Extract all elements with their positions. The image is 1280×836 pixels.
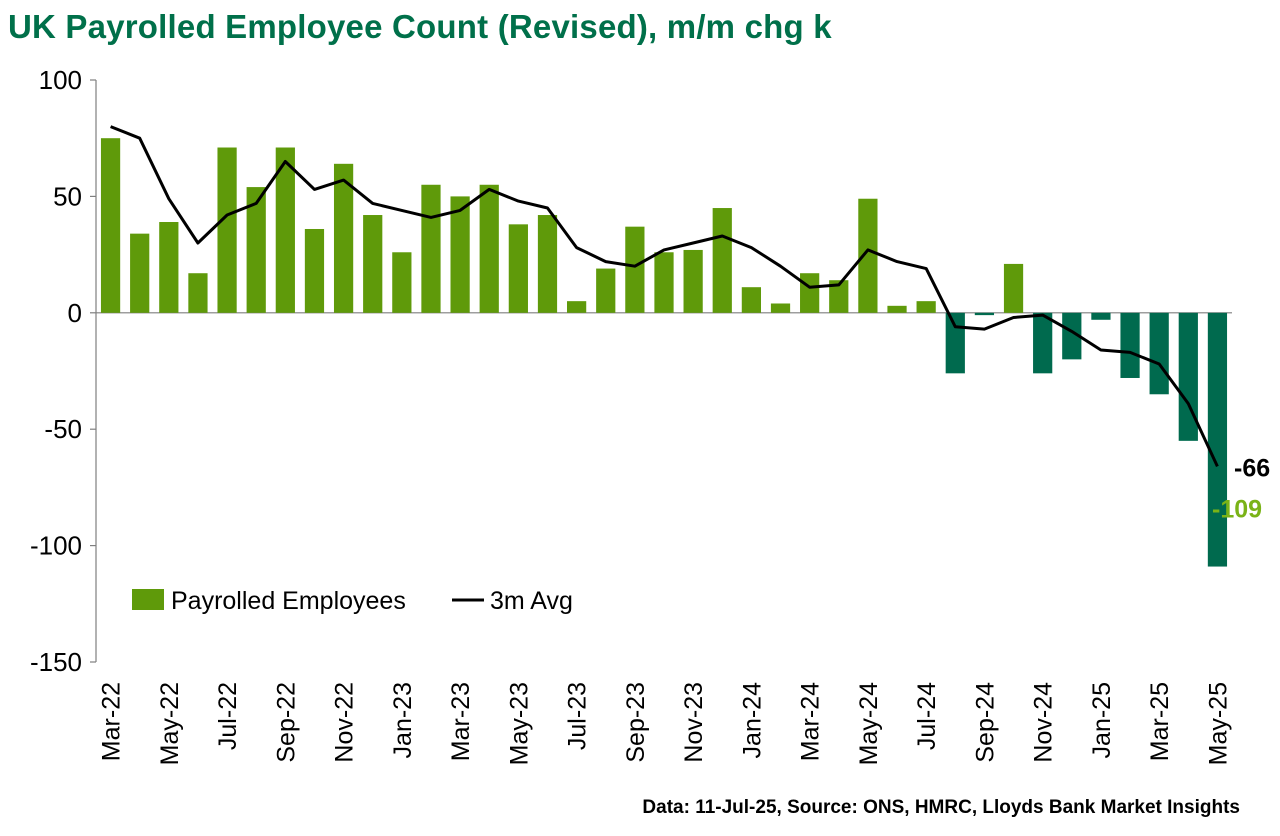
- bar-Aug-22: [246, 187, 266, 313]
- x-tick-label: Jul-24: [913, 682, 941, 750]
- bar-Mar-24: [800, 273, 820, 313]
- x-tick-label: Mar-24: [797, 682, 825, 761]
- x-tick-label: Nov-23: [680, 682, 708, 763]
- bar-Feb-23: [421, 184, 441, 313]
- x-tick-label: May-24: [855, 682, 883, 765]
- bar-Dec-24: [1062, 312, 1082, 360]
- bar-May-23: [508, 224, 528, 313]
- bar-Sep-22: [275, 147, 295, 313]
- bar-Dec-22: [363, 215, 383, 313]
- bar-series: [100, 138, 1228, 567]
- bar-May-25: [1207, 312, 1228, 567]
- chart-title: UK Payrolled Employee Count (Revised), m…: [8, 8, 832, 45]
- x-tick-label: Jul-23: [564, 682, 592, 750]
- x-tick-label: Jul-22: [214, 682, 242, 750]
- bar-Jun-24: [887, 305, 907, 313]
- x-tick-label: Mar-23: [447, 682, 475, 761]
- x-tick-label: May-22: [156, 682, 184, 765]
- end-label-payrolled: -109: [1212, 496, 1262, 524]
- bar-Jul-22: [217, 147, 237, 313]
- x-tick-label: Sep-23: [622, 682, 650, 763]
- bar-Oct-22: [304, 228, 325, 313]
- bar-Oct-24: [1003, 263, 1024, 313]
- bar-Mar-23: [450, 196, 470, 313]
- bar-Jan-23: [392, 252, 412, 313]
- x-tick-label: Mar-22: [98, 682, 126, 761]
- bar-Nov-22: [333, 163, 354, 313]
- bar-Apr-25: [1178, 312, 1198, 441]
- x-tick-label: May-25: [1204, 682, 1232, 765]
- bar-Jul-24: [916, 301, 936, 313]
- legend-bar-label: Payrolled Employees: [171, 587, 406, 615]
- bar-Feb-25: [1120, 312, 1140, 378]
- y-tick-label: 0: [68, 298, 82, 328]
- y-tick-label: 50: [53, 181, 82, 211]
- x-tick-label: Sep-24: [971, 682, 999, 763]
- bar-Jan-25: [1091, 312, 1111, 320]
- x-tick-label: May-23: [505, 682, 533, 765]
- bar-Nov-23: [683, 249, 703, 313]
- bar-May-24: [858, 198, 878, 313]
- bar-Jun-22: [188, 273, 208, 313]
- bar-Apr-22: [130, 233, 150, 313]
- bar-Jun-23: [537, 215, 558, 313]
- source-note: Data: 11-Jul-25, Source: ONS, HMRC, Lloy…: [642, 797, 1240, 818]
- x-tick-label: Nov-22: [331, 682, 359, 763]
- bar-Jan-24: [741, 287, 761, 313]
- x-tick-label: Sep-22: [272, 682, 300, 763]
- y-tick-label: -50: [44, 414, 82, 444]
- bar-Mar-22: [100, 138, 121, 313]
- bar-Nov-24: [1033, 312, 1053, 374]
- y-tick-label: -150: [30, 647, 82, 677]
- bar-Apr-23: [479, 184, 499, 313]
- legend-line-label: 3m Avg: [490, 587, 573, 615]
- bar-Jul-23: [567, 301, 587, 313]
- x-tick-label: Nov-24: [1030, 682, 1058, 763]
- x-tick-label: Jan-24: [738, 682, 766, 759]
- bar-May-22: [159, 222, 179, 313]
- bar-Aug-24: [945, 312, 965, 374]
- y-tick-label: -100: [30, 531, 82, 561]
- bar-Apr-24: [829, 280, 849, 313]
- end-labels: -66 -109: [1212, 454, 1270, 523]
- bar-Sep-23: [625, 226, 645, 313]
- bar-Feb-24: [770, 303, 791, 313]
- chart-legend: Payrolled Employees 3m Avg: [132, 587, 573, 615]
- x-tick-label: Mar-25: [1146, 682, 1174, 761]
- x-tick-label: Jan-25: [1088, 682, 1116, 758]
- bar-Sep-24: [974, 312, 995, 316]
- bar-Mar-25: [1149, 312, 1169, 395]
- x-tick-label: Jan-23: [389, 682, 417, 758]
- bar-Aug-23: [596, 268, 616, 313]
- line-series: [110, 125, 1219, 468]
- bar-Dec-23: [712, 208, 732, 313]
- chart-axes: 100 50 0 -50 -100 -150 Mar-22 May-22 Jul-22 Sep-2…: [30, 65, 1232, 765]
- legend-bar-swatch: [132, 589, 164, 610]
- y-tick-label: 100: [39, 65, 82, 95]
- bar-Oct-23: [654, 252, 674, 313]
- end-label-3m-avg: -66: [1234, 454, 1270, 482]
- line-3m-avg: [110, 125, 1219, 468]
